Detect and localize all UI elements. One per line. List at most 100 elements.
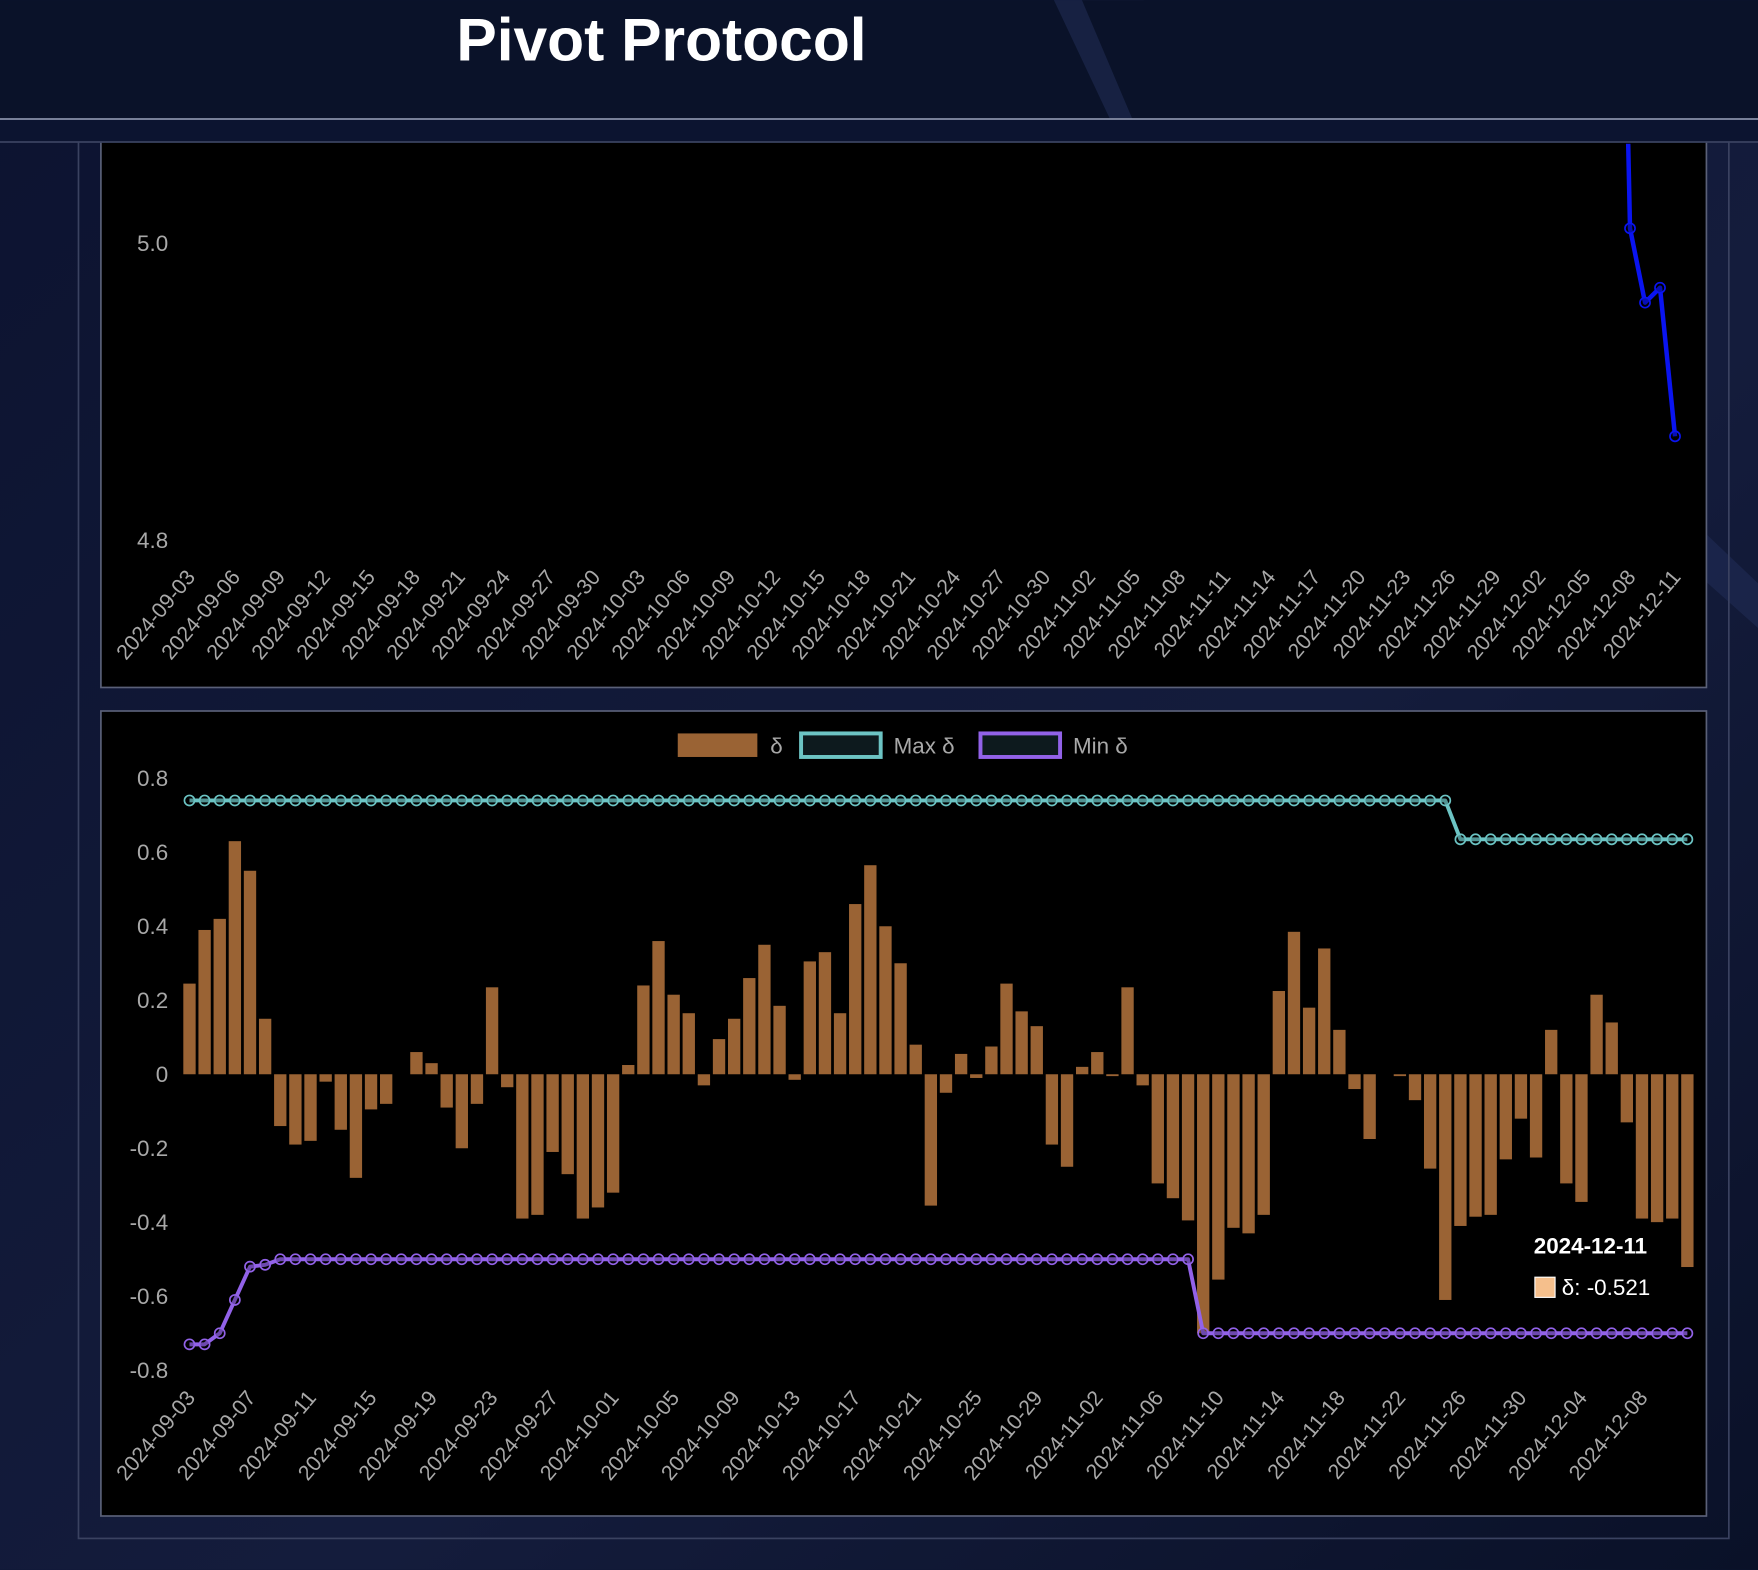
- point: [561, 1253, 574, 1266]
- point: [1424, 794, 1437, 807]
- point: [909, 794, 922, 807]
- point: [864, 794, 877, 807]
- point: [894, 1253, 907, 1266]
- point: [1227, 1327, 1240, 1340]
- point: [894, 794, 907, 807]
- bar: [1363, 1074, 1376, 1140]
- bar: [334, 1074, 347, 1130]
- point: [1669, 430, 1681, 443]
- bar: [1136, 1074, 1149, 1086]
- chart-box: [100, 122, 1708, 689]
- point: [1590, 1327, 1603, 1340]
- point: [334, 794, 347, 807]
- point: [1651, 1327, 1663, 1340]
- plot-area: [183, 794, 1694, 1351]
- bar: [985, 1046, 998, 1075]
- point: [380, 794, 393, 807]
- bar: [1060, 1074, 1074, 1167]
- bar: [1681, 1074, 1694, 1268]
- point: [879, 794, 892, 807]
- point: [395, 1253, 408, 1266]
- point: [455, 1253, 468, 1266]
- point: [652, 794, 665, 807]
- point: [592, 794, 604, 807]
- bar: [1121, 987, 1134, 1075]
- point: [1484, 833, 1497, 846]
- point: [319, 1253, 332, 1266]
- bar: [1333, 1029, 1346, 1075]
- bar: [712, 1039, 726, 1075]
- bar: [879, 926, 892, 1075]
- point: [1242, 1327, 1255, 1340]
- point: [1439, 794, 1452, 807]
- point: [1197, 1327, 1210, 1340]
- bar: [788, 1074, 801, 1080]
- point: [743, 1253, 756, 1266]
- bar: [1605, 1022, 1618, 1075]
- point: [803, 1253, 816, 1266]
- bar: [970, 1074, 983, 1078]
- legend-swatch: [978, 731, 1063, 759]
- point: [410, 1253, 423, 1266]
- bar: [319, 1074, 332, 1082]
- y-tick-label: -0.2: [130, 1136, 169, 1161]
- point: [244, 1260, 256, 1273]
- tooltip-swatch: [1534, 1276, 1556, 1298]
- bar: [1030, 1026, 1043, 1075]
- point: [1605, 1327, 1618, 1340]
- bar: [183, 983, 196, 1075]
- point: [1515, 1327, 1527, 1340]
- y-tick-label: 0.2: [137, 988, 168, 1013]
- bar: [1318, 948, 1331, 1075]
- point: [1318, 794, 1331, 807]
- point: [1182, 794, 1194, 807]
- point: [576, 1253, 589, 1266]
- bar: [1181, 1074, 1195, 1221]
- point: [501, 1253, 514, 1266]
- bar: [818, 952, 832, 1075]
- bar: [546, 1074, 559, 1152]
- point: [516, 794, 529, 807]
- point: [1121, 1253, 1134, 1266]
- bar: [1439, 1074, 1452, 1300]
- point: [228, 794, 241, 807]
- bar: [758, 944, 771, 1075]
- point: [1575, 833, 1588, 846]
- point: [924, 794, 937, 807]
- point: [955, 1253, 968, 1266]
- point: [319, 794, 332, 807]
- bar: [1272, 991, 1286, 1075]
- point: [637, 1253, 650, 1266]
- point: [682, 794, 695, 807]
- point: [471, 1253, 483, 1266]
- bar: [1091, 1052, 1104, 1075]
- bar: [1529, 1074, 1543, 1158]
- point: [1333, 794, 1346, 807]
- point: [970, 794, 983, 807]
- header-bar: [0, 0, 1758, 120]
- point: [1545, 833, 1558, 846]
- bar: [470, 1074, 484, 1104]
- point: [1666, 1327, 1679, 1340]
- bar: [682, 1013, 695, 1075]
- legend-swatch: [799, 731, 883, 759]
- point: [1076, 1253, 1089, 1266]
- point: [365, 1253, 377, 1266]
- point: [985, 1253, 998, 1266]
- point: [1136, 794, 1149, 807]
- bar: [1000, 983, 1013, 1075]
- point: [1061, 1253, 1073, 1266]
- point: [546, 1253, 559, 1266]
- bar: [243, 870, 257, 1075]
- point: [1620, 1327, 1633, 1340]
- point: [1624, 222, 1636, 235]
- bar: [1015, 1011, 1028, 1075]
- point: [1409, 1327, 1421, 1340]
- point: [819, 1253, 831, 1266]
- bar: [727, 1018, 741, 1075]
- point: [576, 794, 589, 807]
- bar: [364, 1074, 378, 1110]
- bar: [894, 963, 907, 1075]
- point: [1575, 1327, 1588, 1340]
- point: [1394, 1327, 1406, 1340]
